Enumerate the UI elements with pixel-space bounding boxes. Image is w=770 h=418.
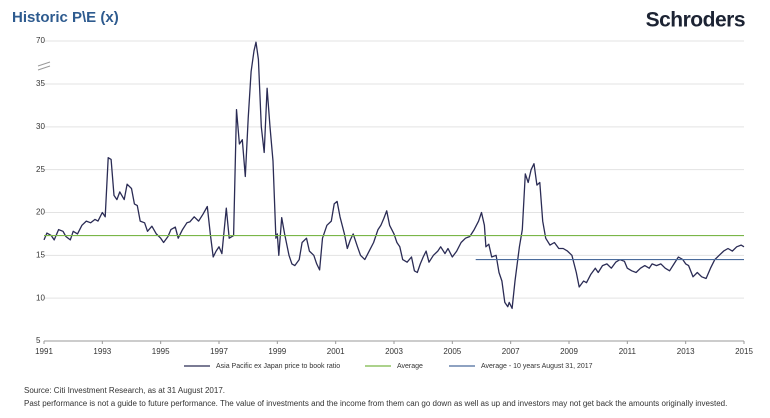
series-line bbox=[43, 41, 745, 310]
x-tick-label: 2001 bbox=[327, 347, 345, 356]
x-tick-label: 1993 bbox=[93, 347, 111, 356]
legend-label: Average bbox=[397, 363, 423, 370]
x-tick-label: 2015 bbox=[735, 347, 753, 356]
y-tick-label: 20 bbox=[36, 208, 45, 217]
x-tick-label: 1995 bbox=[152, 347, 170, 356]
axis-break bbox=[37, 61, 51, 71]
y-tick-label: 5 bbox=[36, 336, 41, 345]
x-tick-label: 2011 bbox=[619, 347, 637, 356]
chart-title: Historic P\E (x) bbox=[12, 9, 119, 26]
y-tick-label: 35 bbox=[36, 79, 45, 88]
y-tick-label: 70 bbox=[36, 36, 45, 45]
y-tick-label: 10 bbox=[36, 293, 45, 302]
x-tick-label: 1999 bbox=[268, 347, 286, 356]
x-tick-label: 2003 bbox=[385, 347, 403, 356]
footnote: Past performance is not a guide to futur… bbox=[24, 399, 727, 408]
brand-logo: Schroders bbox=[646, 9, 745, 32]
y-tick-label: 15 bbox=[36, 250, 45, 259]
x-tick-label: 2013 bbox=[677, 347, 695, 356]
legend-label: Average - 10 years August 31, 2017 bbox=[481, 363, 593, 370]
y-tick-label: 25 bbox=[36, 165, 45, 174]
legend-label: Asia Pacific ex Japan price to book rati… bbox=[216, 363, 340, 370]
x-tick-label: 1991 bbox=[35, 347, 53, 356]
x-tick-label: 1997 bbox=[210, 347, 228, 356]
x-tick-label: 2005 bbox=[443, 347, 461, 356]
x-tick-label: 2009 bbox=[560, 347, 578, 356]
footnote: Source: Citi Investment Research, as at … bbox=[24, 386, 225, 395]
y-tick-label: 30 bbox=[36, 122, 45, 131]
x-tick-label: 2007 bbox=[502, 347, 520, 356]
